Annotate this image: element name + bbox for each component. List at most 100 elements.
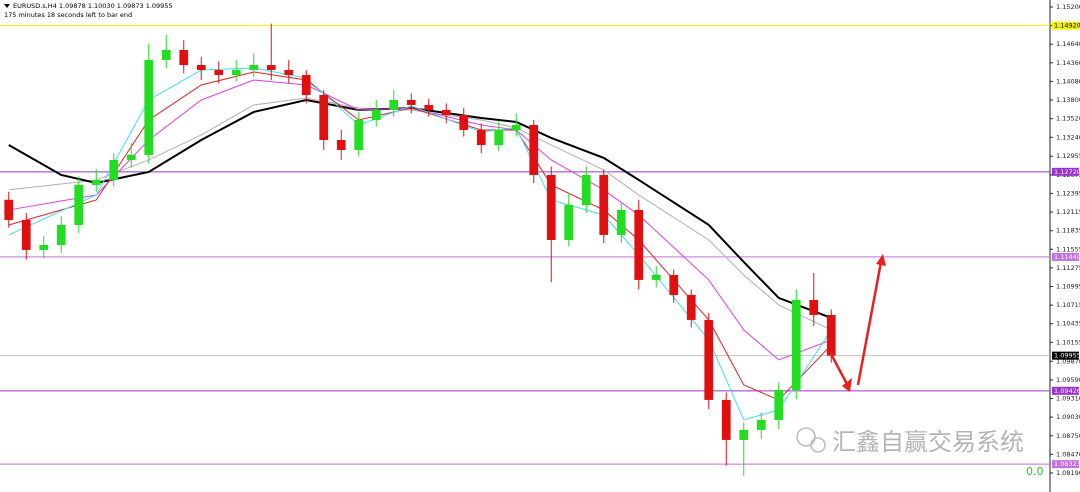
candles <box>4 23 836 476</box>
candle-body <box>144 59 154 155</box>
candle-body <box>21 219 31 250</box>
candle-body <box>546 174 556 240</box>
candle-body <box>441 109 451 116</box>
symbol-marker <box>4 4 10 8</box>
y-tick-label: 1.14640 <box>1056 40 1080 48</box>
y-tick-label: 1.12115 <box>1056 208 1080 216</box>
y-tick-label: 1.09310 <box>1056 395 1080 403</box>
y-tick-label: 1.09590 <box>1056 376 1080 384</box>
level-label-bg <box>1052 460 1079 469</box>
y-tick-label: 1.11275 <box>1056 264 1080 272</box>
watermark-text: 汇鑫自赢交易系统 <box>832 428 1024 456</box>
candle-body <box>581 174 591 205</box>
level-label: 1.12720 <box>1054 168 1080 176</box>
level-label-bg <box>1052 351 1079 360</box>
level-label-bg <box>1052 21 1079 30</box>
y-tick-label: 1.14080 <box>1056 77 1080 85</box>
level-label-bg <box>1052 167 1079 176</box>
candle-body <box>91 179 101 185</box>
y-tick-label: 1.08470 <box>1056 450 1080 458</box>
annotation: 0.0 <box>1026 465 1044 478</box>
candle-body <box>511 124 521 130</box>
y-tick-label: 1.11835 <box>1056 227 1080 235</box>
up-arrow <box>856 261 883 386</box>
level-label: 1.11440 <box>1054 253 1080 261</box>
candle-body <box>336 140 346 150</box>
y-tick-label: 1.12955 <box>1056 152 1080 160</box>
watermark: 汇鑫自赢交易系统 <box>796 427 1024 456</box>
y-tick-label: 1.11555 <box>1056 245 1080 253</box>
candle-body <box>651 274 661 280</box>
watermark-icon <box>796 427 816 447</box>
down-arrowhead <box>842 378 852 392</box>
level-label: 1.14920 <box>1054 22 1080 30</box>
candle-body <box>249 65 259 71</box>
candle-body <box>4 199 14 220</box>
candle-body <box>354 119 364 150</box>
candle-body <box>476 129 486 145</box>
candle-body <box>74 184 84 225</box>
y-tick-label: 1.10715 <box>1056 301 1080 309</box>
candle-body <box>214 70 224 75</box>
y-tick-label: 1.08750 <box>1056 432 1080 440</box>
candle-body <box>231 70 241 75</box>
y-tick-label: 1.09870 <box>1056 357 1080 365</box>
forecast-arrows <box>828 254 886 392</box>
candle-body <box>704 319 714 400</box>
candle-body <box>599 174 609 235</box>
candle-body <box>39 244 49 250</box>
y-tick-label: 1.15200 <box>1056 3 1080 11</box>
y-tick-label: 1.13520 <box>1056 115 1080 123</box>
candle-body <box>109 159 119 180</box>
candle-body <box>301 74 311 95</box>
candle-body <box>669 274 679 295</box>
candle-body <box>529 124 539 175</box>
y-tick-label: 1.09030 <box>1056 413 1080 421</box>
chart-subtitle: 175 minutes 18 seconds left to bar end <box>4 11 132 19</box>
candle-body <box>721 399 731 440</box>
candle-body <box>266 65 276 71</box>
moving-average <box>8 79 832 361</box>
candle-body <box>56 224 66 245</box>
candle-body <box>424 104 434 110</box>
candle-body <box>634 209 644 280</box>
candle-body <box>389 99 399 110</box>
candle-body <box>126 154 136 160</box>
candle-body <box>826 314 836 356</box>
candle-body <box>196 65 206 71</box>
candle-body <box>809 299 819 315</box>
candle-body <box>774 389 784 420</box>
levels: 1.14920 1.12720 1.11440 1.09955 1.09426 1.083… <box>0 21 1080 469</box>
level-label: 1.09955 <box>1054 352 1080 360</box>
candle-body <box>406 99 416 105</box>
y-tick-label: 1.10995 <box>1056 283 1080 291</box>
chart-title: EURUSD.s,H4 1.09878 1.10030 1.09873 1.09… <box>13 2 173 10</box>
moving-average <box>8 98 832 319</box>
level-label: 1.08323 <box>1054 460 1080 468</box>
candle-body <box>756 419 766 430</box>
candle-body <box>179 49 189 66</box>
up-arrowhead <box>876 254 886 266</box>
candle-body <box>739 429 749 440</box>
y-tick-label: 1.10435 <box>1056 320 1080 328</box>
candle-body <box>616 209 626 235</box>
candle-body <box>161 49 171 60</box>
candle-body <box>319 94 329 141</box>
moving-average <box>8 97 832 331</box>
level-label-bg <box>1052 386 1079 395</box>
y-tick-label: 1.10155 <box>1056 338 1080 346</box>
candle-body <box>686 294 696 320</box>
candle-body <box>494 129 504 145</box>
y-tick-label: 1.14360 <box>1056 59 1080 67</box>
candle-body <box>791 299 801 390</box>
y-tick-label: 1.08190 <box>1056 469 1080 477</box>
candle-body <box>284 70 294 75</box>
level-label-bg <box>1052 252 1079 261</box>
y-tick-label: 1.12395 <box>1056 189 1080 197</box>
candle-body <box>564 204 574 240</box>
y-tick-label: 1.13240 <box>1056 133 1080 141</box>
y-tick-label: 1.13800 <box>1056 96 1080 104</box>
candle-body <box>371 109 381 120</box>
